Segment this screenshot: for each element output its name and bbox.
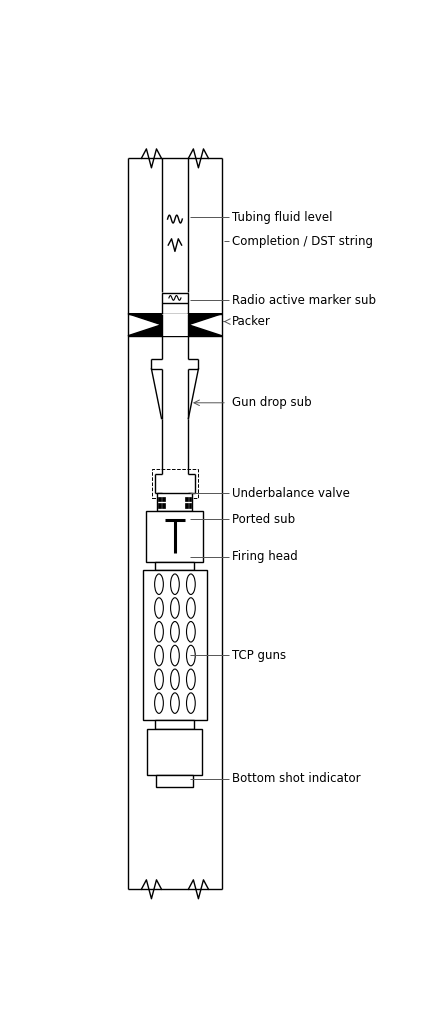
Bar	[189, 503, 191, 508]
Bar	[146, 511, 204, 562]
Bar	[162, 503, 165, 508]
Text: Radio active marker sub: Radio active marker sub	[232, 294, 376, 307]
Text: Tubing fluid level: Tubing fluid level	[232, 211, 333, 224]
Text: Firing head: Firing head	[232, 550, 298, 563]
Bar	[147, 729, 203, 775]
Bar	[155, 562, 194, 570]
Polygon shape	[128, 313, 162, 336]
Polygon shape	[162, 313, 188, 336]
Bar	[155, 720, 194, 729]
Bar	[162, 293, 188, 303]
Text: Completion / DST string: Completion / DST string	[232, 234, 373, 248]
Text: Ported sub: Ported sub	[232, 513, 295, 526]
Bar	[189, 497, 191, 502]
Text: Gun drop sub: Gun drop sub	[232, 396, 312, 410]
Bar	[158, 494, 192, 511]
Bar	[158, 497, 161, 502]
Bar	[162, 497, 165, 502]
Text: Bottom shot indicator: Bottom shot indicator	[232, 772, 361, 785]
Bar	[185, 497, 188, 502]
Text: TCP guns: TCP guns	[232, 648, 286, 662]
Text: Underbalance valve: Underbalance valve	[232, 487, 350, 500]
Bar	[156, 775, 194, 786]
Bar	[152, 469, 198, 499]
Text: Packer: Packer	[232, 315, 271, 328]
Bar	[185, 503, 188, 508]
Polygon shape	[188, 313, 222, 336]
Bar	[158, 503, 161, 508]
Bar	[143, 570, 207, 720]
